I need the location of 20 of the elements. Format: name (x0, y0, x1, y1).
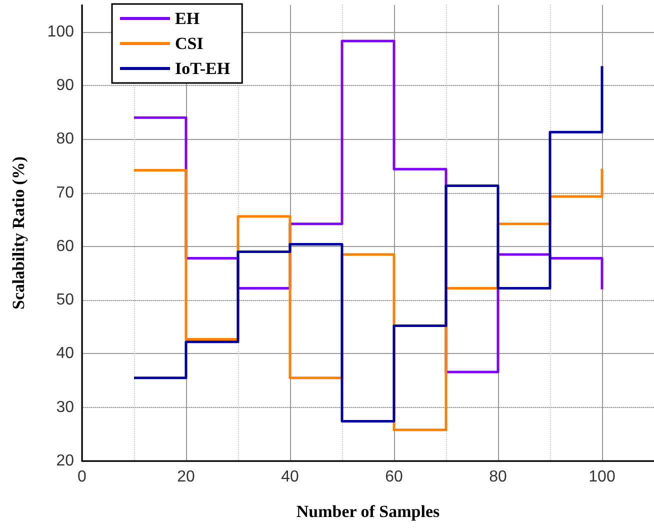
y-tick-label: 20 (56, 452, 74, 470)
legend-label: EH (175, 9, 200, 28)
x-axis-title: Number of Samples (296, 502, 440, 521)
y-tick-label: 50 (56, 292, 74, 309)
y-tick-label: 70 (56, 184, 74, 202)
legend-label: IoT-EH (175, 59, 230, 78)
legend-label: CSI (175, 34, 204, 53)
y-tick-label: 80 (56, 130, 74, 148)
x-tick-label: 100 (588, 468, 616, 486)
y-tick-label: 30 (56, 398, 74, 416)
y-tick-label: 60 (56, 238, 74, 255)
y-tick-label: 100 (47, 23, 74, 40)
y-tick-label: 40 (56, 345, 74, 362)
y-axis-title: Scalability Ratio (%) (9, 156, 28, 310)
x-tick-label: 80 (489, 468, 507, 486)
y-tick-label: 90 (56, 76, 74, 94)
x-tick-label: 0 (78, 468, 87, 486)
x-tick-label: 40 (281, 468, 299, 486)
x-tick-label: 20 (177, 468, 195, 486)
x-tick-label: 60 (385, 468, 403, 486)
